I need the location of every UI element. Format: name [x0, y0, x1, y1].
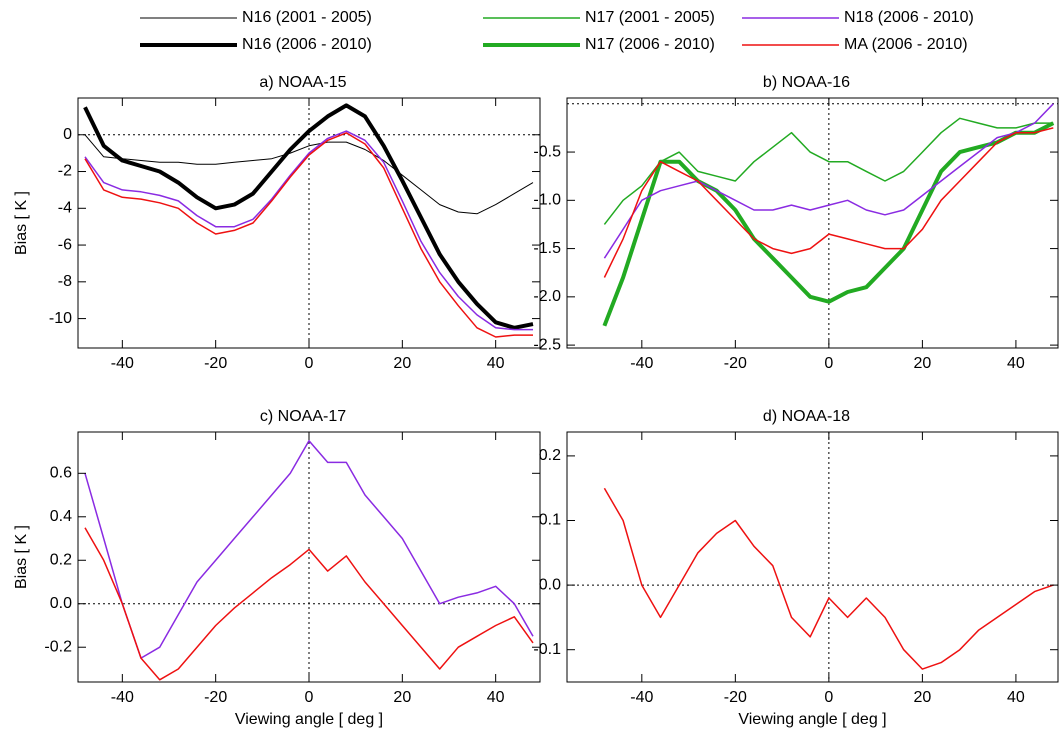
- plot-area: [567, 98, 1058, 348]
- plot-area: [78, 98, 540, 348]
- series-line: [603, 117, 1054, 225]
- x-tick-label: -20: [724, 355, 747, 372]
- x-tick-label: -40: [630, 689, 653, 706]
- x-tick-label: -20: [204, 355, 227, 372]
- y-tick-label: 0.2: [50, 551, 72, 568]
- y-tick-label: -8: [58, 273, 72, 290]
- x-tick-label: -40: [630, 355, 653, 372]
- series-line: [84, 130, 533, 331]
- y-axis-label: Bias [ K ]: [13, 525, 30, 589]
- x-tick-label: 0: [305, 689, 314, 706]
- y-tick-label: -0.2: [44, 638, 72, 655]
- y-tick-label: -2.5: [533, 336, 561, 353]
- y-tick-label: -1.0: [533, 192, 561, 209]
- legend-label: N17 (2001 - 2005): [585, 9, 715, 26]
- series-line: [84, 132, 533, 338]
- plot-frame: [566, 431, 1059, 683]
- y-tick-label: -4: [58, 200, 72, 217]
- panel-title: b) NOAA-16: [763, 74, 850, 91]
- y-tick-label: 0.1: [539, 512, 561, 529]
- x-axis-label: Viewing angle [ deg ]: [235, 711, 383, 728]
- series-line: [603, 103, 1054, 259]
- plot-frame: [77, 97, 541, 349]
- y-tick-label: -0.1: [533, 641, 561, 658]
- legend-label: MA (2006 - 2010): [844, 36, 968, 53]
- x-tick-label: 40: [487, 689, 505, 706]
- series-line: [83, 103, 534, 330]
- y-tick-label: 0.0: [539, 576, 561, 593]
- y-tick-label: -2.0: [533, 288, 561, 305]
- x-tick-label: 20: [393, 689, 411, 706]
- x-tick-label: 40: [1007, 355, 1025, 372]
- y-tick-label: -6: [58, 236, 72, 253]
- x-tick-label: 40: [487, 355, 505, 372]
- legend-label: N18 (2006 - 2010): [844, 9, 974, 26]
- x-tick-label: 0: [305, 355, 314, 372]
- y-tick-label: -0.5: [533, 143, 561, 160]
- x-tick-label: -40: [111, 689, 134, 706]
- x-tick-label: 20: [913, 355, 931, 372]
- series-line: [84, 527, 534, 681]
- y-tick-label: 0.2: [539, 447, 561, 464]
- legend-label: N17 (2006 - 2010): [585, 36, 715, 53]
- x-tick-label: -40: [111, 355, 134, 372]
- y-tick-label: 0.0: [50, 595, 72, 612]
- panel-title: d) NOAA-18: [763, 408, 850, 425]
- y-axis-label: Bias [ K ]: [13, 191, 30, 255]
- series-line: [603, 487, 1054, 670]
- y-tick-label: -1.5: [533, 240, 561, 257]
- x-tick-label: -20: [204, 689, 227, 706]
- y-tick-label: -2: [58, 163, 72, 180]
- legend-label: N16 (2006 - 2010): [242, 36, 372, 53]
- x-tick-label: 20: [913, 689, 931, 706]
- y-tick-label: 0: [63, 126, 72, 143]
- y-tick-label: -10: [49, 310, 72, 327]
- legend-label: N16 (2001 - 2005): [242, 9, 372, 26]
- x-tick-label: 0: [824, 689, 833, 706]
- panel-title: c) NOAA-17: [260, 408, 346, 425]
- x-axis-label: Viewing angle [ deg ]: [738, 711, 886, 728]
- panel-title: a) NOAA-15: [259, 74, 346, 91]
- x-tick-label: 40: [1007, 689, 1025, 706]
- x-tick-label: 20: [393, 355, 411, 372]
- y-tick-label: 0.6: [50, 465, 72, 482]
- plot-frame: [566, 97, 1059, 349]
- series-line: [603, 127, 1054, 278]
- plot-area: [78, 432, 540, 682]
- plot-frame: [77, 431, 541, 683]
- series-line: [84, 134, 534, 215]
- x-tick-label: 0: [824, 355, 833, 372]
- plot-area: [567, 432, 1058, 682]
- series-line: [84, 439, 534, 659]
- y-tick-label: 0.4: [50, 508, 72, 525]
- x-tick-label: -20: [724, 689, 747, 706]
- series-line: [602, 121, 1055, 327]
